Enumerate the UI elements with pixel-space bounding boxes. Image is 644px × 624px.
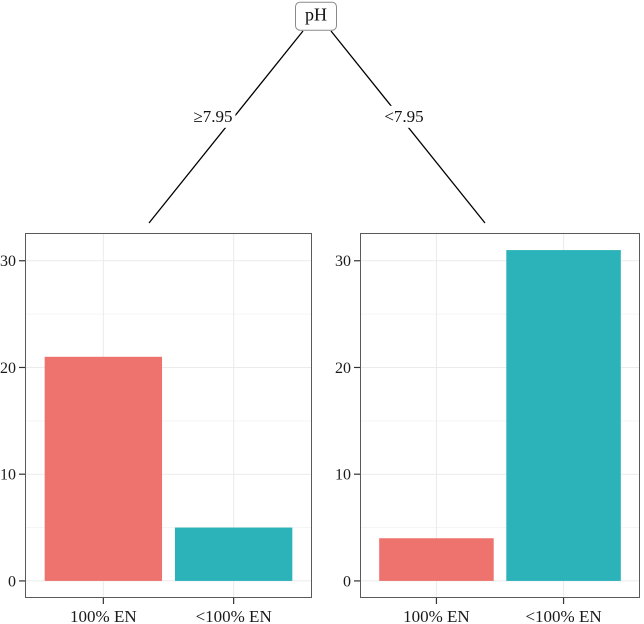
y-axis-tick-label: 30 xyxy=(335,253,351,270)
y-axis-tick-label: 10 xyxy=(0,467,16,484)
y-axis-tick-label: 10 xyxy=(335,467,351,484)
panel-border xyxy=(25,233,312,598)
edge-label-left: ≥7.95 xyxy=(190,105,236,129)
bar-salmon xyxy=(379,538,494,581)
left-branch-bar-chart: 0 10 20 30 100% EN <100% EN xyxy=(0,233,322,624)
tree-branch-lines xyxy=(148,30,486,224)
y-axis-tick-label: 20 xyxy=(0,360,16,377)
y-axis-tick-label: 0 xyxy=(343,573,351,590)
x-axis-category-label: 100% EN xyxy=(70,607,137,624)
right-branch-bar-chart: 0 10 20 30 100% EN <100% EN xyxy=(334,233,644,624)
bar-chart-svg: 0 10 20 30 100% EN <100% EN xyxy=(335,233,640,624)
x-axis-category-label: <100% EN xyxy=(196,607,272,624)
y-axis-tick-label: 0 xyxy=(8,573,16,590)
root-node-label: pH xyxy=(295,1,337,31)
y-axis-tick-label: 20 xyxy=(335,360,351,377)
x-axis-category-label: <100% EN xyxy=(525,607,601,624)
edge-label-right: <7.95 xyxy=(381,105,427,129)
bar-chart-svg: 0 10 20 30 100% EN <100% EN xyxy=(0,233,312,624)
bar-salmon xyxy=(44,356,163,581)
bar-teal xyxy=(506,250,621,581)
panel-border xyxy=(360,233,640,598)
x-axis-category-label: 100% EN xyxy=(403,607,470,624)
y-axis-tick-label: 30 xyxy=(0,253,16,270)
bar-teal xyxy=(174,527,293,581)
